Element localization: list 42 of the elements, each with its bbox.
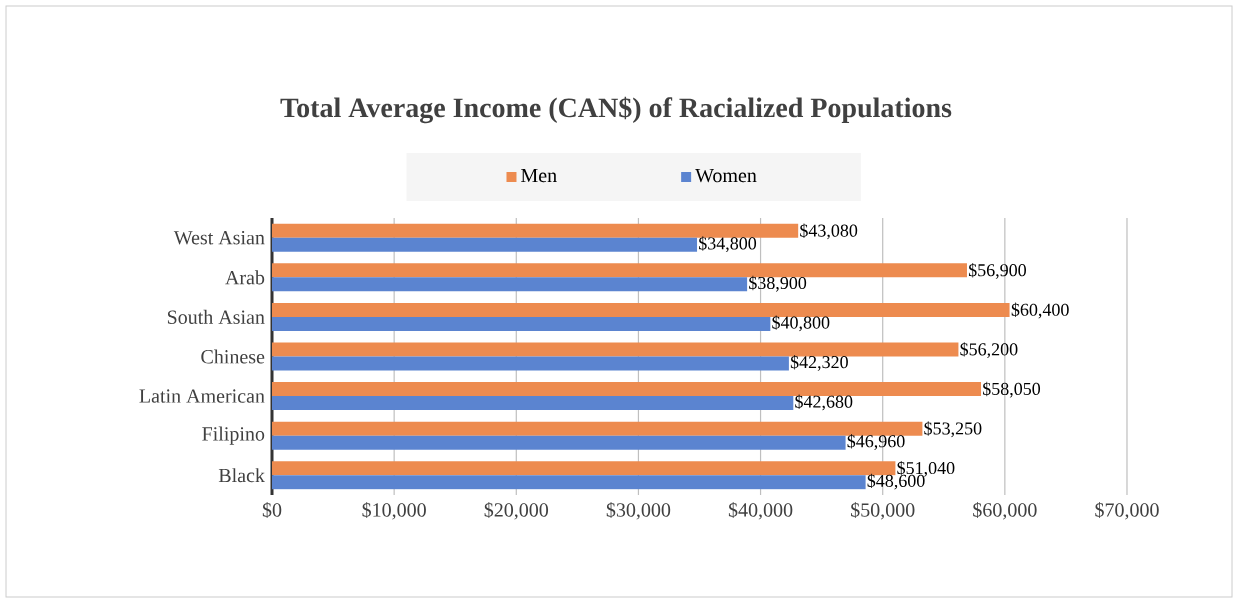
legend-label: Women <box>695 168 757 183</box>
x-tick-label: $70,000 <box>1095 502 1159 520</box>
x-tick-label: $30,000 <box>606 502 671 520</box>
y-tick-label: Chinese <box>201 349 265 364</box>
data-label: $42,320 <box>790 354 848 371</box>
y-tick-label: South Asian <box>167 309 265 324</box>
bar <box>272 356 789 371</box>
x-tick-label: $20,000 <box>484 502 549 520</box>
chart-title: Total Average Income (CAN$) of Racialized Populations <box>280 96 952 124</box>
bar <box>272 277 748 292</box>
bar <box>272 302 1010 317</box>
data-label: $53,250 <box>924 421 982 438</box>
y-tick-label: Arab <box>225 270 265 285</box>
data-label: $43,080 <box>800 223 858 240</box>
data-label: $56,900 <box>968 263 1026 279</box>
data-label: $42,680 <box>795 394 853 411</box>
x-tick-label: $50,000 <box>851 502 915 520</box>
bar <box>272 421 923 436</box>
bar <box>272 223 799 238</box>
bar <box>272 475 866 490</box>
bar <box>272 263 967 278</box>
data-label: $60,400 <box>1011 302 1069 319</box>
bar <box>272 396 794 411</box>
bar <box>272 316 771 331</box>
bar <box>272 342 959 357</box>
data-label: $46,960 <box>847 434 905 450</box>
x-tick-label: $0 <box>262 502 282 519</box>
x-tick-label: $40,000 <box>728 502 793 520</box>
data-label: $58,050 <box>983 381 1041 398</box>
data-label: $56,200 <box>960 342 1018 358</box>
data-label: $38,900 <box>749 275 807 292</box>
y-tick-label: Latin American <box>139 389 265 403</box>
x-tick-label: $10,000 <box>362 502 426 520</box>
bar <box>272 435 846 450</box>
data-label: $34,800 <box>699 236 757 253</box>
legend-label: Men <box>521 168 557 183</box>
y-tick-label: West Asian <box>173 231 265 245</box>
y-tick-label: Filipino <box>202 426 265 445</box>
x-tick-label: $60,000 <box>973 502 1037 520</box>
bar <box>272 237 698 252</box>
y-tick-label: Black <box>218 468 265 483</box>
data-label: $40,800 <box>772 315 830 332</box>
